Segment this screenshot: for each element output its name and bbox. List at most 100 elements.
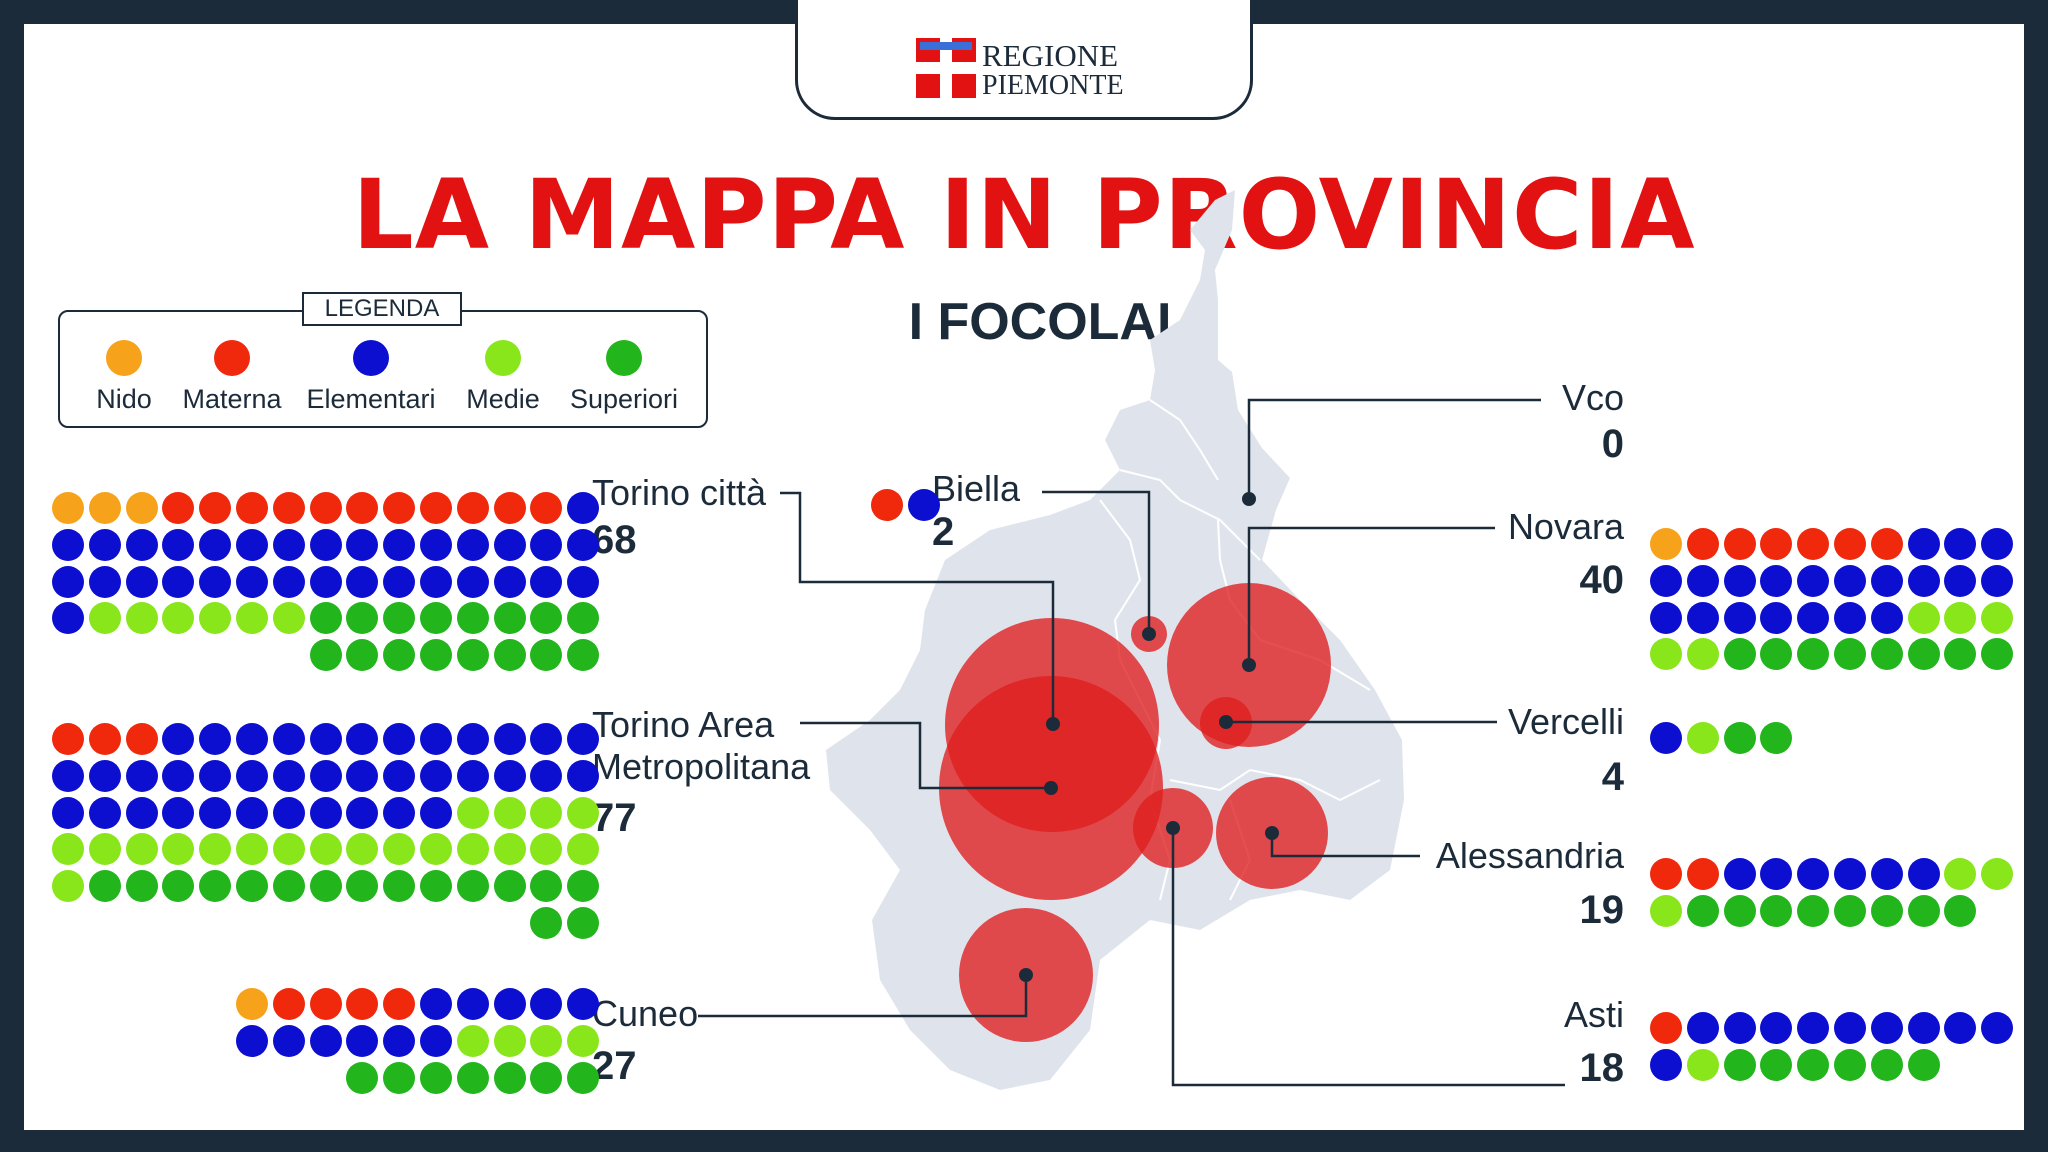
school-dot-elementari [1723,1012,1756,1044]
school-dot-superiori [567,907,600,939]
school-dot-elementari [1760,858,1793,890]
province-count-novara: 40 [1579,558,1625,602]
school-dot-elementari [1907,858,1940,890]
school-dot-elementari [420,723,452,755]
leader-torino-citta [780,491,1055,724]
school-dot-elementari [1723,601,1756,634]
school-dot-superiori [383,602,416,635]
legend-swatch-superiori [606,340,642,376]
school-dot-materna [346,988,379,1020]
school-dot-elementari [493,723,526,755]
school-dot-elementari [1650,722,1682,754]
school-dot-superiori [567,602,600,635]
school-dot-elementari [1907,564,1940,597]
school-dot-materna [1650,1012,1682,1044]
school-dot-medie [530,1024,563,1057]
province-name-torino-area: Torino Area Metropolitana [592,704,811,787]
school-dot-elementari [1797,601,1830,634]
school-dot-elementari [272,528,305,561]
school-dot-elementari [456,988,489,1020]
school-dot-superiori [456,870,489,903]
school-dot-elementari [88,796,121,829]
school-dot-medie [1944,858,1977,890]
school-dot-elementari [1686,601,1719,634]
school-dot-elementari [383,565,416,598]
leader-torino-area [800,721,1051,790]
school-dot-elementari [1870,858,1903,890]
regione-piemonte-flag-icon [916,38,976,98]
school-dot-superiori [567,639,600,672]
school-dot-materna [1723,528,1756,560]
school-dot-elementari [456,565,489,598]
school-dot-superiori [236,870,268,903]
school-dot-superiori [1834,894,1866,927]
page-title: LA MAPPA IN PROVINCIA [352,159,1696,271]
school-dot-elementari [162,528,195,561]
page-subtitle: I FOCOLAI [908,293,1172,351]
province-name-vercelli: Vercelli [1507,701,1624,742]
school-dot-elementari [309,1024,342,1057]
school-dot-superiori [420,639,452,672]
legend-item-elementari: Elementari [301,340,441,415]
school-dot-elementari [567,565,600,598]
school-dot-superiori [346,602,379,635]
school-dot-elementari [420,759,452,792]
school-dot-superiori [456,639,489,672]
school-dot-elementari [1944,528,1977,560]
school-dot-superiori [1907,638,1940,671]
school-dot-elementari [199,723,232,755]
school-dot-medie [1981,858,2014,890]
school-dot-elementari [346,528,379,561]
school-dot-elementari [346,723,379,755]
leader-novara [1247,526,1495,665]
school-dot-superiori [1834,638,1866,671]
legend-item-nido: Nido [54,340,194,415]
school-dot-materna [420,492,452,524]
school-dot-medie [1650,894,1682,927]
school-dot-elementari [346,1024,379,1057]
school-dot-elementari [346,796,379,829]
school-dot-elementari [346,565,379,598]
school-dot-materna [199,492,232,524]
school-dot-elementari [456,528,489,561]
school-dot-elementari [383,796,416,829]
province-count-vco: 0 [1601,422,1624,466]
legend-item-superiori: Superiori [554,340,694,415]
school-dot-superiori [88,870,121,903]
school-dot-elementari [52,759,84,792]
school-dot-elementari [236,565,268,598]
school-dot-medie [88,833,121,866]
school-dot-elementari [1650,601,1682,634]
school-dot-superiori [1797,638,1830,671]
school-dot-superiori [1870,894,1903,927]
school-dot-medie [1686,638,1719,671]
leader-endpoints [1019,492,1279,982]
school-dot-elementari [1981,1012,2014,1044]
province-count-torino-area: 77 [592,796,637,840]
school-dot-elementari [236,723,268,755]
school-dot-elementari [309,565,342,598]
province-count-alessandria: 19 [1579,888,1625,932]
school-dot-elementari [1686,1012,1719,1044]
school-dot-materna [125,723,158,755]
school-dot-materna [1650,858,1682,890]
school-dot-materna [272,988,305,1020]
school-dot-elementari [530,988,563,1020]
school-dot-superiori [125,870,158,903]
school-dot-medie [236,602,268,635]
school-dot-superiori [1981,638,2014,671]
school-dot-materna [1686,858,1719,890]
school-dot-superiori [309,602,342,635]
school-dot-elementari [88,565,121,598]
school-dot-materna [1686,528,1719,560]
school-dot-elementari [236,528,268,561]
school-dot-medie [1944,601,1977,634]
school-dot-materna [871,489,903,521]
school-dot-superiori [1760,894,1793,927]
school-dot-elementari [456,723,489,755]
school-dot-materna [1797,528,1830,560]
school-dot-medie [88,602,121,635]
school-dot-elementari [1834,601,1866,634]
school-dot-materna [1834,528,1866,560]
leader-biella [1042,490,1151,634]
